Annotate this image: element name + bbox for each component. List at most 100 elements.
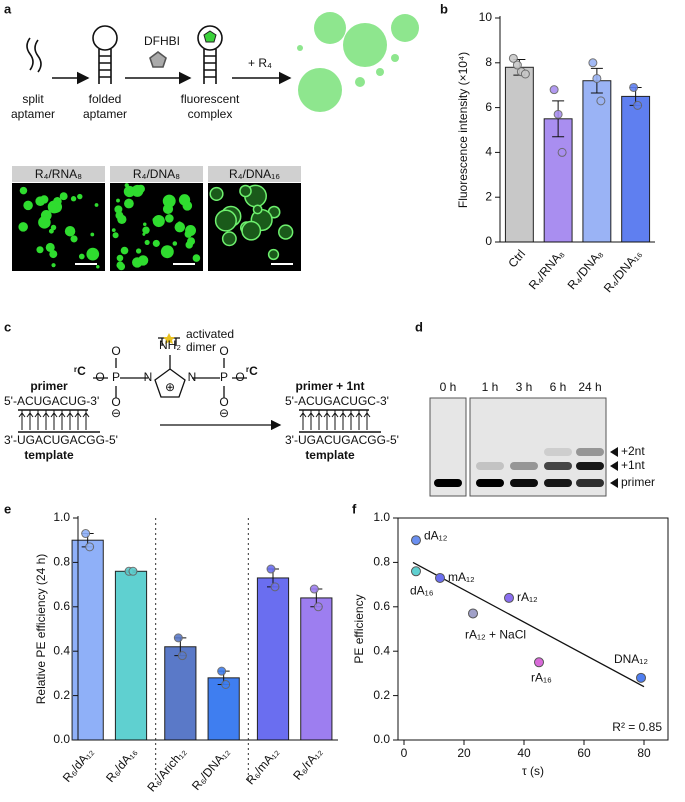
micrograph-label: R₄/DNA₈ [133,167,180,181]
y-tick-label: 0 [485,234,492,248]
droplet [136,184,145,193]
band [476,462,504,470]
hairpin [92,25,118,84]
droplet [172,241,178,246]
droplet [178,194,191,206]
droplet [116,254,124,262]
x-tick-label: 60 [577,746,591,760]
band [544,448,572,456]
band [576,448,604,456]
atom: P [220,370,228,384]
bar [621,95,651,243]
data-point [553,109,563,119]
point-label: DNA₁₂ [614,652,648,666]
droplet [214,209,237,232]
base-pair [315,410,323,430]
y-axis-label: Fluorescence intensity (×10⁴) [456,52,470,208]
band-label: +1nt [621,458,645,472]
x-tick-label: Ctrl [505,247,528,270]
data-point [270,582,280,592]
x-tick-label: R₆/Arich₁₂ [144,745,189,795]
bar [114,570,148,741]
step-label: aptamer [11,107,55,121]
point-label: rA₁₂ [517,590,538,604]
base-pair [307,410,315,430]
droplet [39,195,49,204]
droplet [64,225,76,237]
droplet [144,239,150,245]
droplet [116,198,120,203]
template-seq: 3'-UGACUGACGG-5' [285,433,399,447]
x-tick-label: R₄/RNA₈ [526,247,567,292]
scheme [26,12,419,112]
x-tick-label: 20 [457,746,471,760]
bar [582,80,612,243]
droplet [221,231,237,247]
droplet [38,216,51,229]
y-tick-label: 2 [485,189,492,203]
droplet [143,222,147,226]
fit-line [412,561,645,688]
droplet [48,228,54,234]
y-tick-label: 6 [485,100,492,114]
bar [504,66,534,243]
dimer-label: dimer [186,340,216,354]
strand-title: primer + 1nt [295,379,364,393]
band-label: primer [621,475,655,489]
x-tick-label: 40 [517,746,531,760]
droplet [36,246,44,254]
bar [164,646,197,741]
x-tick-label: R₆/mA₁₂ [243,745,282,788]
y-tick-label: 1.0 [373,510,390,524]
data-point [520,69,530,79]
data-point [85,542,95,552]
atom: O [95,370,104,384]
base-pair [34,410,42,430]
droplet [252,204,263,215]
x-tick-label: R₄/DNA₁₆ [601,247,645,295]
droplet [114,205,123,214]
droplet [267,248,280,261]
base-pair [42,410,50,430]
droplet [59,192,68,201]
primer-seq: 5'-ACUGACUG-3' [4,394,99,408]
bar [300,597,333,741]
panel-label: e [4,501,11,516]
x-tick-label: R₆/dA₁₂ [60,745,97,785]
base-pair [355,410,363,430]
base-pair [18,410,26,430]
y-axis-label: Relative PE efficiency (24 h) [34,554,48,705]
base-pair [299,410,307,430]
data-point [217,666,227,676]
data-point [549,85,559,95]
strand-label: template [305,448,355,462]
band [434,479,462,487]
droplet [41,213,45,217]
lane-label: 6 h [550,380,567,394]
droplet [120,246,129,255]
panel-label: f [352,501,357,516]
plot-frame [397,517,669,741]
band [576,479,604,487]
atom: N [188,370,197,384]
x-tick-label: 80 [637,746,651,760]
droplet [185,241,193,249]
point-label: dA₁₆ [410,583,434,597]
y-tick-label: 0.4 [53,643,70,657]
data-point [592,73,602,83]
strand-title: primer [30,379,68,393]
data-point [534,657,544,668]
x-axis-label: τ (s) [522,764,544,778]
droplet [241,220,262,241]
micrograph-header [110,166,203,182]
x-tick-label: R₆/rA₁₂ [290,745,325,783]
band-marker [610,478,618,488]
droplet [18,222,28,232]
step-label: folded [89,92,122,106]
band [576,462,604,470]
panel-label: b [440,1,448,16]
data-point [435,572,445,583]
base-pair [339,410,347,430]
droplet [123,185,136,198]
